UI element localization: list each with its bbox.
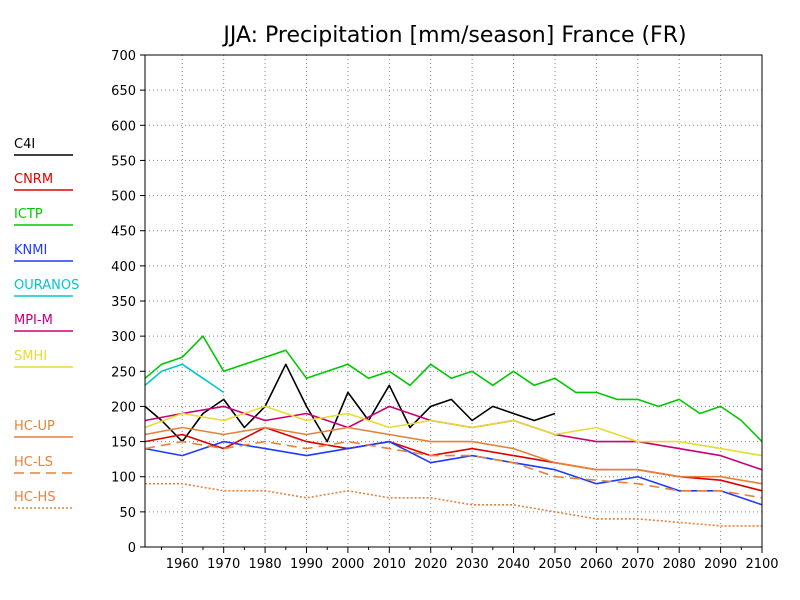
series-line-ictp — [144, 335, 763, 443]
y-tick-label: 150 — [111, 436, 136, 451]
x-axis: 1960 1970 1980 1990 2000 2010 2020 2030 2040 2050… — [161, 547, 779, 572]
x-tick-label: 2090 — [704, 557, 737, 572]
legend-label-knmi: KNMI — [14, 243, 47, 258]
grid-lines — [145, 55, 762, 547]
legend-label-mpi-m: MPI-M — [14, 313, 53, 328]
y-tick-label: 650 — [111, 84, 136, 99]
legend-label-hc-hs: HC-HS — [14, 490, 56, 505]
x-tick-label: 1960 — [166, 557, 199, 572]
x-tick-label: 2040 — [497, 557, 530, 572]
y-tick-label: 0 — [128, 541, 136, 556]
legend: C4I CNRM ICTP KNMI OURANOS MPI-M SMHI HC-UP HC-L… — [14, 137, 79, 509]
x-tick-label: 2080 — [663, 557, 696, 572]
y-tick-label: 550 — [111, 154, 136, 169]
legend-label-hc-up: HC-UP — [14, 419, 55, 434]
y-tick-label: 50 — [119, 506, 136, 521]
x-tick-label: 1990 — [290, 557, 323, 572]
x-tick-label: 1980 — [249, 557, 282, 572]
series-line-ouranos — [144, 363, 225, 394]
legend-label-ictp: ICTP — [14, 207, 43, 222]
series-line-c4i — [144, 363, 556, 443]
y-tick-label: 100 — [111, 471, 136, 486]
y-tick-label: 400 — [111, 260, 136, 275]
legend-label-ouranos: OURANOS — [14, 278, 79, 293]
series-line-hc-hs — [145, 482, 762, 527]
series-line-hc-ls — [144, 440, 763, 499]
x-tick-label: 2070 — [621, 557, 654, 572]
x-tick-label: 2010 — [373, 557, 406, 572]
y-tick-label: 300 — [111, 330, 136, 345]
x-tick-label: 2050 — [538, 557, 571, 572]
y-tick-label: 500 — [111, 190, 136, 205]
x-tick-label: 2100 — [745, 557, 778, 572]
y-tick-label: 250 — [111, 365, 136, 380]
x-tick-label: 1970 — [207, 557, 240, 572]
x-tick-label: 2020 — [414, 557, 447, 572]
series-lines — [144, 335, 763, 527]
y-tick-label: 350 — [111, 295, 136, 310]
y-tick-label: 450 — [111, 225, 136, 240]
legend-label-cnrm: CNRM — [14, 172, 53, 187]
y-tick-label: 700 — [111, 49, 136, 64]
chart-title: JJA: Precipitation [mm/season] France (F… — [221, 23, 686, 48]
series-line-hc-up — [144, 426, 763, 485]
y-tick-label: 200 — [111, 400, 136, 415]
legend-label-smhi: SMHI — [14, 349, 47, 364]
legend-label-c4i: C4I — [14, 137, 35, 152]
y-tick-label: 600 — [111, 119, 136, 134]
x-tick-label: 2030 — [456, 557, 489, 572]
y-axis: 0 50 100 150 200 250 300 350 400 450 500 550 600 650 7… — [111, 49, 145, 556]
x-tick-label: 2000 — [331, 557, 364, 572]
x-tick-label: 2060 — [580, 557, 613, 572]
series-line-smhi — [144, 405, 763, 457]
legend-label-hc-ls: HC-LS — [14, 455, 53, 470]
